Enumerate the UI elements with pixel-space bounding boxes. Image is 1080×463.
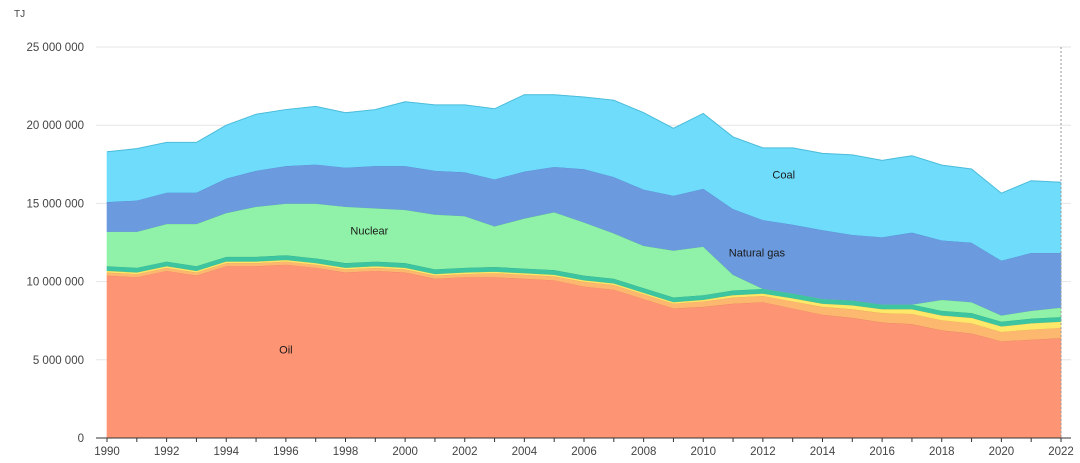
- series-label-nuclear: Nuclear: [350, 226, 388, 238]
- y-tick-label: 25 000 000: [26, 42, 84, 54]
- y-tick-label: 20 000 000: [26, 120, 84, 132]
- x-axis-tick-labels: 1990 1992 1994 1996 1998 2000 2002 2004 2006 2008…: [94, 446, 1074, 458]
- x-axis: [96, 437, 1071, 442]
- y-tick-label: 0: [78, 433, 84, 445]
- x-tick-label: 2022: [1048, 446, 1074, 458]
- line-coal: [106, 94, 1062, 194]
- series-label-oil: Oil: [279, 345, 292, 357]
- x-tick-label: 2004: [512, 446, 538, 458]
- series-labels: Oil Nuclear Natural gas Coal: [279, 169, 795, 356]
- x-tick-label: 2008: [631, 446, 657, 458]
- x-tick-label: 2012: [750, 446, 776, 458]
- x-tick-label: 2000: [392, 446, 418, 458]
- x-tick-label: 2018: [929, 446, 955, 458]
- x-tick-label: 2002: [452, 446, 478, 458]
- y-tick-label: 10 000 000: [26, 277, 84, 289]
- x-tick-label: 2016: [869, 446, 895, 458]
- y-tick-label: 15 000 000: [26, 198, 84, 210]
- x-tick-label: 1990: [94, 446, 120, 458]
- x-tick-label: 1992: [154, 446, 180, 458]
- x-tick-label: 2020: [989, 446, 1015, 458]
- x-tick-label: 1994: [213, 446, 239, 458]
- x-tick-label: 1996: [273, 446, 299, 458]
- y-axis-tick-labels: 0 5 000 000 10 000 000 15 000 000 20 000 000…: [26, 42, 84, 445]
- series-label-coal: Coal: [772, 169, 795, 181]
- y-tick-label: 5 000 000: [33, 355, 84, 367]
- x-tick-label: 2014: [810, 446, 836, 458]
- x-tick-label: 2006: [571, 446, 597, 458]
- y-axis-unit-label: TJ: [14, 9, 25, 20]
- series-label-natural-gas: Natural gas: [729, 248, 786, 260]
- stacked-areas: [106, 94, 1062, 439]
- x-tick-label: 1998: [333, 446, 359, 458]
- x-tick-label: 2010: [690, 446, 716, 458]
